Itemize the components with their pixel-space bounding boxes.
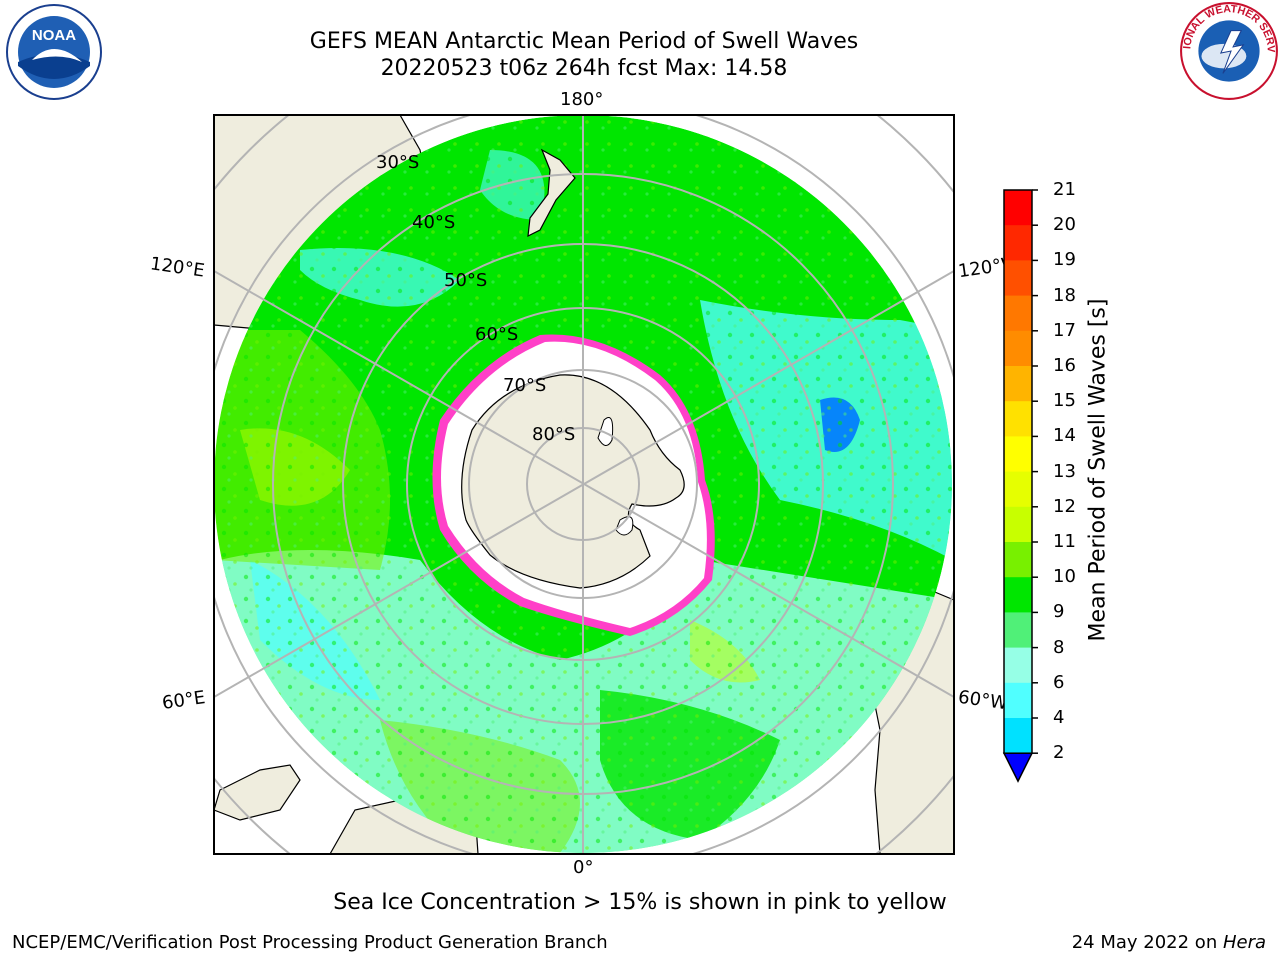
noaa-logo-text: NOAA — [32, 27, 76, 44]
map-frame — [213, 114, 955, 855]
colorbar-tick-label: 20 — [1053, 214, 1076, 236]
colorbar-segment — [1004, 366, 1032, 402]
latitude-label-80s: 80°S — [532, 424, 576, 445]
nws-logo: NATIONAL WEATHER SERVICE — [1178, 0, 1278, 100]
colorbar-tick-label: 9 — [1053, 601, 1065, 623]
noaa-logo: NOAA — [6, 4, 102, 100]
footer-date: 24 May 2022 on Hera — [1072, 932, 1266, 953]
colorbar-tick-label: 17 — [1053, 319, 1076, 341]
colorbar-tick-label: 8 — [1053, 636, 1065, 658]
colorbar-segment — [1004, 401, 1032, 437]
colorbar-segment — [1004, 295, 1032, 332]
colorbar-title: Mean Period of Swell Waves [s] — [1085, 298, 1111, 642]
chart-subtitle: 20220523 t06z 264h fcst Max: 14.58 — [380, 56, 788, 81]
graticule — [214, 115, 954, 854]
colorbar-tick-label: 11 — [1053, 531, 1076, 552]
colorbar-segment — [1004, 260, 1032, 297]
colorbar-segment — [1004, 647, 1032, 684]
colorbar-segment — [1004, 718, 1032, 754]
colorbar-segment — [1004, 542, 1032, 578]
colorbar-segment — [1004, 577, 1032, 613]
colorbar-extend-arrow — [1002, 752, 1034, 783]
latitude-label-70s: 70°S — [503, 375, 547, 396]
colorbar-tick-label: 16 — [1053, 355, 1076, 376]
colorbar-segment — [1004, 682, 1032, 719]
footer-date-text: 24 May 2022 on — [1071, 932, 1223, 953]
colorbar-tick-label: 15 — [1053, 390, 1076, 412]
colorbar-tick-label: 2 — [1053, 742, 1065, 764]
colorbar-tick-label: 21 — [1053, 179, 1076, 200]
colorbar-tick-label: 12 — [1053, 495, 1076, 517]
chart-title: GEFS MEAN Antarctic Mean Period of Swell… — [309, 29, 859, 54]
colorbar-tick-label: 4 — [1053, 707, 1065, 728]
colorbar — [1002, 189, 1038, 783]
colorbar-segment — [1004, 225, 1032, 261]
colorbar-tick-label: 19 — [1053, 249, 1076, 271]
colorbar-tick-label: 13 — [1053, 460, 1076, 482]
footer-branch: NCEP/EMC/Verification Post Processing Pr… — [12, 932, 608, 953]
colorbar-segment — [1004, 506, 1032, 543]
colorbar-tick-label: 14 — [1053, 425, 1076, 447]
colorbar-segment — [1004, 471, 1032, 508]
latitude-label-30s: 30°S — [376, 152, 420, 173]
latitude-label-50s: 50°S — [444, 270, 488, 291]
sea-ice-note: Sea Ice Concentration > 15% is shown in … — [333, 890, 947, 915]
new-zealand — [527, 148, 576, 238]
continent-antarctica — [461, 374, 685, 589]
meridian-label-180: 180° — [560, 89, 604, 110]
latitude-label-40s: 40°S — [412, 212, 456, 233]
colorbar-tick-label: 18 — [1053, 284, 1076, 306]
colorbar-tick-label: 10 — [1053, 566, 1076, 588]
colorbar-segment — [1004, 612, 1032, 649]
colorbar-tick-label: 6 — [1053, 671, 1065, 693]
colorbar-segment — [1004, 330, 1032, 367]
latitude-label-60s: 60°S — [475, 324, 519, 345]
meridian-label-0: 0° — [573, 857, 594, 878]
footer-machine: Hera — [1222, 932, 1266, 953]
colorbar-segment — [1004, 436, 1032, 473]
colorbar-segment — [1004, 190, 1032, 226]
